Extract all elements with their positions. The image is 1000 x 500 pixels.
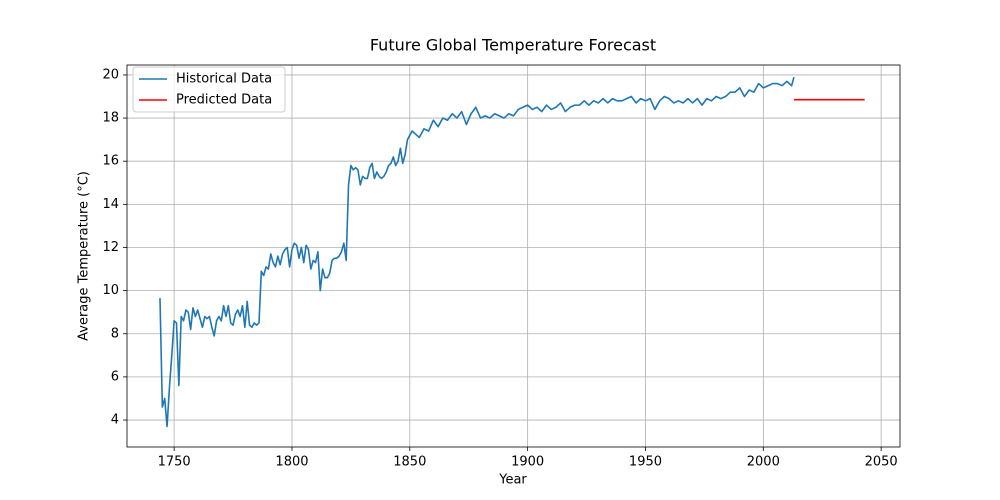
x-tick-label: 1950	[629, 455, 662, 470]
x-tick-label: 1800	[275, 455, 308, 470]
x-tick-label: 1900	[511, 455, 544, 470]
x-tick-label: 2000	[747, 455, 780, 470]
y-tick-label: 4	[111, 413, 119, 428]
legend-box	[132, 66, 286, 113]
y-tick-label: 20	[102, 67, 119, 82]
y-tick-label: 16	[102, 154, 119, 169]
legend-label: Predicted Data	[176, 93, 272, 108]
x-axis-label: Year	[498, 473, 527, 488]
y-tick-label: 14	[102, 197, 119, 212]
x-tick-label: 1850	[393, 455, 426, 470]
plot-area	[159, 76, 865, 428]
series-line	[159, 76, 795, 428]
y-tick-label: 18	[102, 111, 119, 126]
grid	[127, 65, 900, 447]
legend-label: Historical Data	[176, 72, 272, 87]
x-tick-label: 2050	[865, 455, 898, 470]
legend: Historical Data Predicted Data	[132, 66, 286, 113]
x-tick-label: 1750	[158, 455, 191, 470]
chart-title: Future Global Temperature Forecast	[370, 36, 656, 55]
y-tick-label: 10	[102, 283, 119, 298]
y-axis-label: Average Temperature (°C)	[77, 171, 92, 341]
axes-frame	[126, 64, 901, 448]
y-tick-label: 8	[111, 326, 119, 341]
y-tick-label: 6	[111, 369, 119, 384]
y-tick-label: 12	[102, 240, 119, 255]
